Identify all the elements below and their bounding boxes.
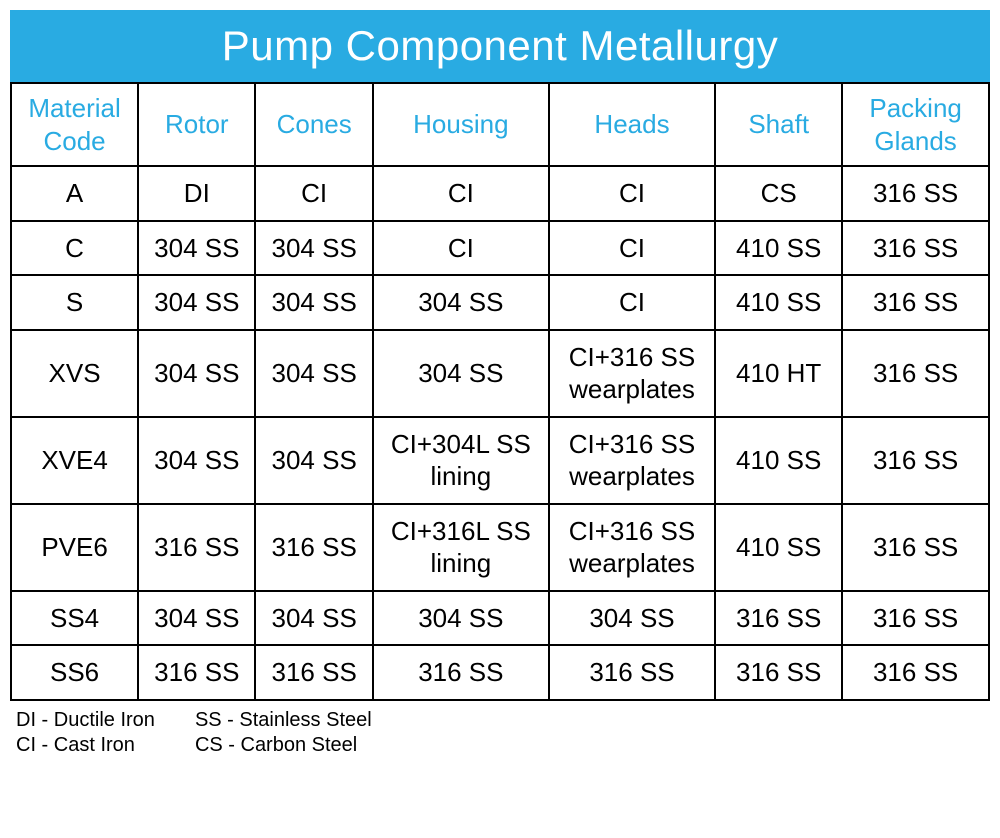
cell-cones: 304 SS	[255, 221, 372, 276]
cell-code: XVS	[11, 330, 138, 417]
table-row: SS6 316 SS 316 SS 316 SS 316 SS 316 SS 3…	[11, 645, 989, 700]
cell-heads: 304 SS	[549, 591, 715, 646]
legend-col-2: SS - Stainless Steel CS - Carbon Steel	[195, 709, 372, 757]
cell-shaft: 410 HT	[715, 330, 842, 417]
cell-shaft: 316 SS	[715, 591, 842, 646]
cell-code: C	[11, 221, 138, 276]
cell-shaft: 410 SS	[715, 417, 842, 504]
legend-item: SS - Stainless Steel	[195, 709, 372, 732]
cell-glands: 316 SS	[842, 330, 989, 417]
cell-rotor: 304 SS	[138, 591, 255, 646]
header-packing-glands: Packing Glands	[842, 83, 989, 166]
cell-housing: CI	[373, 221, 549, 276]
cell-housing: CI+304L SS lining	[373, 417, 549, 504]
cell-rotor: DI	[138, 166, 255, 221]
cell-cones: CI	[255, 166, 372, 221]
legend-item: CI - Cast Iron	[16, 734, 155, 757]
metallurgy-table-container: Pump Component Metallurgy Material Code …	[10, 10, 990, 757]
cell-housing: 304 SS	[373, 275, 549, 330]
table-header-row: Material Code Rotor Cones Housing Heads …	[11, 83, 989, 166]
cell-heads: CI	[549, 221, 715, 276]
table-body: A DI CI CI CI CS 316 SS C 304 SS 304 SS …	[11, 166, 989, 700]
cell-housing: 316 SS	[373, 645, 549, 700]
cell-cones: 304 SS	[255, 330, 372, 417]
header-material-code: Material Code	[11, 83, 138, 166]
cell-shaft: 316 SS	[715, 645, 842, 700]
cell-glands: 316 SS	[842, 221, 989, 276]
cell-cones: 304 SS	[255, 417, 372, 504]
cell-cones: 316 SS	[255, 504, 372, 591]
cell-code: PVE6	[11, 504, 138, 591]
cell-rotor: 316 SS	[138, 645, 255, 700]
cell-heads: CI+316 SS wearplates	[549, 417, 715, 504]
cell-code: SS6	[11, 645, 138, 700]
cell-rotor: 304 SS	[138, 221, 255, 276]
cell-glands: 316 SS	[842, 504, 989, 591]
table-row: XVE4 304 SS 304 SS CI+304L SS lining CI+…	[11, 417, 989, 504]
cell-code: A	[11, 166, 138, 221]
cell-code: SS4	[11, 591, 138, 646]
cell-heads: 316 SS	[549, 645, 715, 700]
legend-item: CS - Carbon Steel	[195, 734, 372, 757]
cell-glands: 316 SS	[842, 591, 989, 646]
table-row: C 304 SS 304 SS CI CI 410 SS 316 SS	[11, 221, 989, 276]
cell-glands: 316 SS	[842, 645, 989, 700]
cell-code: S	[11, 275, 138, 330]
cell-shaft: 410 SS	[715, 221, 842, 276]
table-title: Pump Component Metallurgy	[10, 10, 990, 82]
header-housing: Housing	[373, 83, 549, 166]
cell-cones: 304 SS	[255, 275, 372, 330]
cell-heads: CI	[549, 166, 715, 221]
cell-housing: CI+316L SS lining	[373, 504, 549, 591]
cell-rotor: 316 SS	[138, 504, 255, 591]
legend-item: DI - Ductile Iron	[16, 709, 155, 732]
header-shaft: Shaft	[715, 83, 842, 166]
legend: DI - Ductile Iron CI - Cast Iron SS - St…	[10, 709, 990, 757]
table-row: SS4 304 SS 304 SS 304 SS 304 SS 316 SS 3…	[11, 591, 989, 646]
header-rotor: Rotor	[138, 83, 255, 166]
cell-heads: CI+316 SS wearplates	[549, 504, 715, 591]
cell-housing: CI	[373, 166, 549, 221]
cell-heads: CI+316 SS wearplates	[549, 330, 715, 417]
cell-shaft: CS	[715, 166, 842, 221]
header-heads: Heads	[549, 83, 715, 166]
cell-code: XVE4	[11, 417, 138, 504]
cell-cones: 316 SS	[255, 645, 372, 700]
cell-rotor: 304 SS	[138, 330, 255, 417]
cell-cones: 304 SS	[255, 591, 372, 646]
header-cones: Cones	[255, 83, 372, 166]
legend-col-1: DI - Ductile Iron CI - Cast Iron	[16, 709, 155, 757]
cell-rotor: 304 SS	[138, 417, 255, 504]
cell-glands: 316 SS	[842, 417, 989, 504]
table-row: PVE6 316 SS 316 SS CI+316L SS lining CI+…	[11, 504, 989, 591]
table-row: A DI CI CI CI CS 316 SS	[11, 166, 989, 221]
cell-rotor: 304 SS	[138, 275, 255, 330]
cell-housing: 304 SS	[373, 591, 549, 646]
cell-shaft: 410 SS	[715, 504, 842, 591]
metallurgy-table: Material Code Rotor Cones Housing Heads …	[10, 82, 990, 701]
cell-heads: CI	[549, 275, 715, 330]
table-row: XVS 304 SS 304 SS 304 SS CI+316 SS wearp…	[11, 330, 989, 417]
cell-shaft: 410 SS	[715, 275, 842, 330]
cell-glands: 316 SS	[842, 166, 989, 221]
table-row: S 304 SS 304 SS 304 SS CI 410 SS 316 SS	[11, 275, 989, 330]
cell-housing: 304 SS	[373, 330, 549, 417]
cell-glands: 316 SS	[842, 275, 989, 330]
